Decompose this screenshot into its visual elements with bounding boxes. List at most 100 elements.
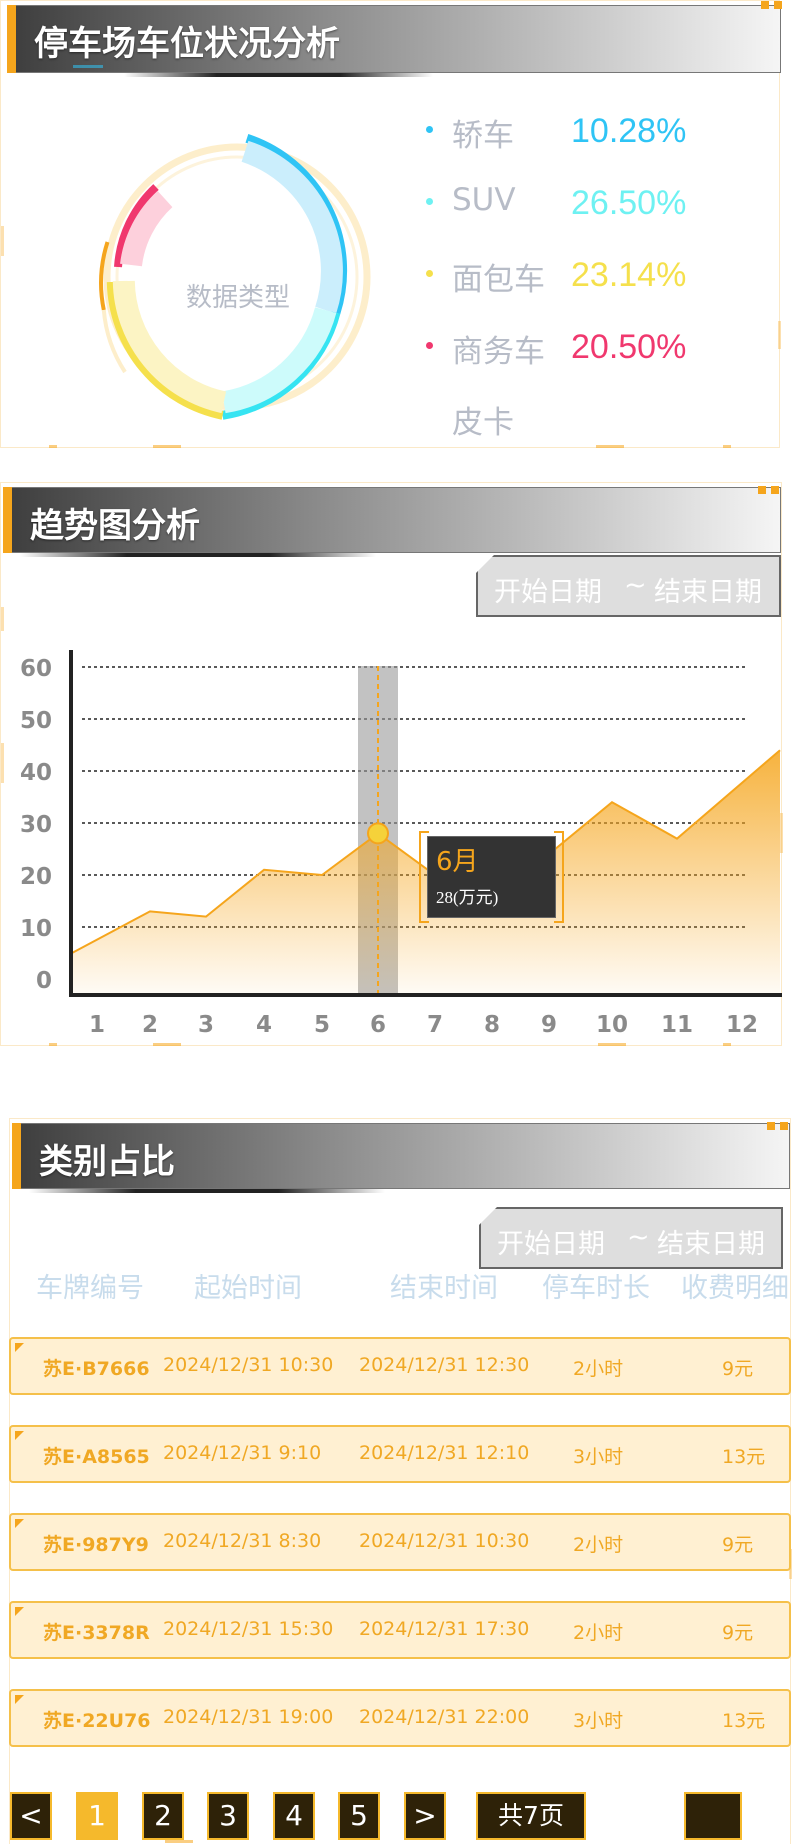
x-tick-label: 9 [541,1012,557,1038]
x-tick-label: 8 [484,1012,500,1038]
cell-fee: 13元 [722,1710,766,1732]
column-header-plate: 车牌编号 [36,1273,144,1304]
table-row[interactable]: 苏E·B7666 2024/12/31 10:30 2024/12/31 12:… [9,1337,791,1395]
page-button-3[interactable]: 3 [207,1792,249,1840]
arc-mpv-outer [114,184,159,268]
area-fill [72,750,780,995]
cell-fee: 9元 [722,1358,754,1380]
donut-center-label: 数据类型 [185,283,290,313]
cell-fee: 9元 [722,1622,754,1644]
cell-end: 2024/12/31 22:00 [359,1706,530,1728]
y-tick-label: 30 [20,812,52,838]
cell-duration: 2小时 [573,1622,624,1644]
table-row[interactable]: 苏E·3378R 2024/12/31 15:30 2024/12/31 17:… [9,1601,791,1659]
legend-dot [426,198,433,205]
corner-mark [767,1122,775,1130]
legend-name: 皮卡 [452,405,514,441]
total-pages: 共7页 [476,1792,586,1840]
legend-dot [426,342,433,349]
arc-van-inner [112,280,227,414]
arc-pickup-outer [99,241,110,311]
cell-plate: 苏E·A8565 [43,1446,150,1468]
decor-dash [1,226,4,256]
cell-duration: 2小时 [573,1358,624,1380]
arc-sedan-inner [241,140,343,314]
arc-mpv-inner [120,190,173,267]
header-underline [19,553,377,557]
y-tick-label: 0 [36,968,52,994]
cell-fee: 13元 [722,1446,766,1468]
chart-tooltip: 6月 28(万元) [419,831,564,923]
x-tick-label: 2 [142,1012,158,1038]
cell-fee: 9元 [722,1534,754,1556]
table-row[interactable]: 苏E·987Y9 2024/12/31 8:30 2024/12/31 10:3… [9,1513,791,1571]
corner-mark [771,486,779,494]
series-line [71,749,781,954]
category-panel: 类别占比 开始日期 ~ 结束日期 [9,1118,792,1844]
start-date[interactable]: 开始日期 [497,1229,605,1260]
date-separator: ~ [624,570,647,601]
section-header: 趋势图分析 [3,487,781,557]
decor-dash [780,813,783,853]
legend-percent: 20.50% [571,328,687,366]
column-header-end: 结束时间 [390,1273,498,1304]
cell-start: 2024/12/31 9:10 [163,1442,322,1464]
cell-plate: 苏E·3378R [43,1622,150,1644]
decor-dash [723,1043,731,1046]
tooltip-bracket-left [419,831,429,923]
x-tick-label: 5 [314,1012,330,1038]
cell-duration: 2小时 [573,1534,624,1556]
decor-dash [598,1043,626,1046]
page-button-5[interactable]: 5 [338,1792,380,1840]
cell-plate: 苏E·B7666 [43,1358,150,1380]
table-row[interactable]: 苏E·22U76 2024/12/31 19:00 2024/12/31 22:… [9,1689,791,1747]
y-tick-label: 50 [20,708,52,734]
legend-name: 轿车 [452,118,514,154]
cell-start: 2024/12/31 10:30 [163,1354,334,1376]
legend-name: SUV [452,182,516,218]
trend-panel: 趋势图分析 开始日期 ~ 结束日期 [0,482,783,1046]
end-date[interactable]: 结束日期 [654,577,762,608]
x-tick-label: 11 [661,1012,693,1038]
decor-dash [778,321,781,349]
date-range-picker[interactable]: 开始日期 ~ 结束日期 [479,1207,783,1269]
y-tick-label: 10 [20,916,52,942]
y-tick-label: 20 [20,864,52,890]
tooltip-value: 28(万元) [436,888,499,907]
next-page-button[interactable]: > [404,1792,446,1840]
decor-dash [153,1043,181,1046]
end-date[interactable]: 结束日期 [657,1229,765,1260]
page-button-2[interactable]: 2 [142,1792,184,1840]
start-date[interactable]: 开始日期 [494,577,602,608]
page-jump-input[interactable] [684,1792,742,1840]
date-range-picker[interactable]: 开始日期 ~ 结束日期 [476,555,781,617]
legend-percent: 23.14% [571,256,687,294]
table-row[interactable]: 苏E·A8565 2024/12/31 9:10 2024/12/31 12:1… [9,1425,791,1483]
section-title: 停车场车位状况分析 [34,24,340,64]
page-button-4[interactable]: 4 [273,1792,315,1840]
cell-end: 2024/12/31 12:10 [359,1442,530,1464]
header-underline [28,1189,386,1193]
highlight-point[interactable] [367,822,389,845]
legend-name: 商务车 [452,334,545,370]
parking-status-panel: 停车场车位状况分析 数据类型 轿车 10.28% SUV 26.50% 面包车 … [0,0,782,448]
cell-duration: 3小时 [573,1710,624,1732]
column-header-fee: 收费明细 [681,1273,789,1304]
cell-end: 2024/12/31 10:30 [359,1530,530,1552]
section-title: 类别占比 [39,1142,175,1182]
cell-start: 2024/12/31 19:00 [163,1706,334,1728]
x-tick-label: 7 [427,1012,443,1038]
corner-mark [780,1122,788,1130]
section-header: 类别占比 [12,1123,790,1193]
tooltip-bracket-right [554,831,564,923]
decor-dash [153,445,181,448]
section-header: 停车场车位状况分析 [7,5,781,77]
decor-dash [723,445,731,448]
decor-dash [73,65,103,68]
x-tick-label: 4 [256,1012,272,1038]
page-button-1[interactable]: 1 [76,1792,118,1840]
legend-percent: 10.28% [571,112,687,150]
cell-duration: 3小时 [573,1446,624,1468]
prev-page-button[interactable]: < [10,1792,52,1840]
